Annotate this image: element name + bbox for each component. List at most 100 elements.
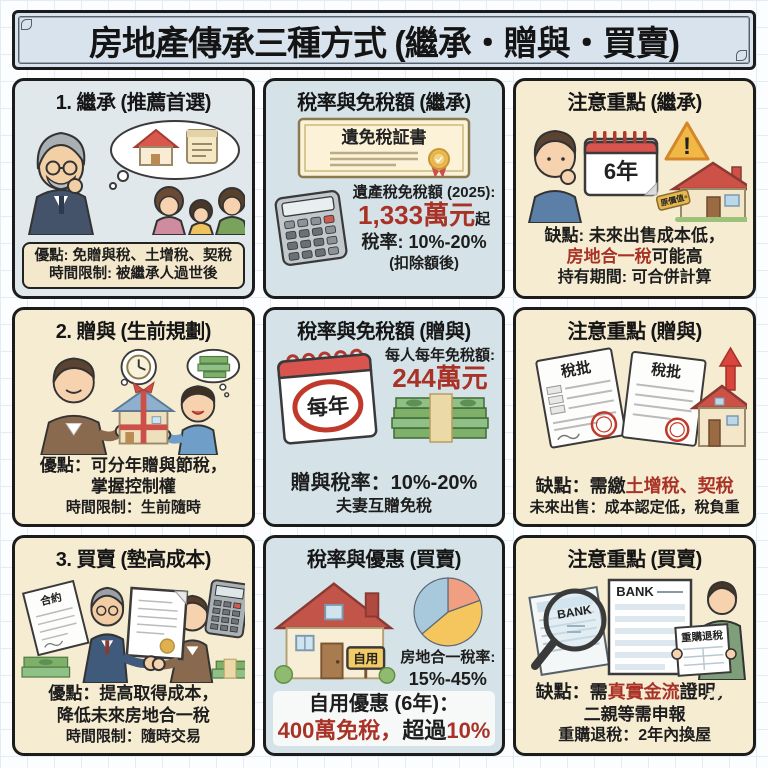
con-prefix: 缺點：需繳 bbox=[535, 476, 626, 497]
sale-rate-label: 房地合一稅率: bbox=[400, 649, 496, 667]
exemption-amount: 1,333萬元 bbox=[358, 200, 476, 231]
con-line-2: 房地合一稅可能高 bbox=[523, 246, 746, 268]
con-line-2-red: 房地合一稅 bbox=[566, 247, 652, 267]
card-title: 注意重點 (買賣) bbox=[567, 549, 702, 572]
caption-advantage-2: 掌握控制權 bbox=[90, 477, 176, 497]
card-title: 注意重點 (贈與) bbox=[567, 320, 702, 343]
exemption-amount-line: 1,333萬元起 bbox=[358, 202, 490, 230]
caption-box: 優點: 免贈與稅、土增稅、契稅 時間限制: 被繼承人過世後 bbox=[22, 241, 245, 289]
con-suffix: 證明， bbox=[679, 681, 734, 702]
calculator-icon bbox=[204, 579, 246, 639]
card-title: 注意重點 (繼承) bbox=[567, 92, 702, 114]
caption-advantage-1: 優點：提高取得成本， bbox=[48, 684, 219, 704]
tax-document-label: 稅批 bbox=[559, 358, 592, 381]
con-prefix: 缺點：需 bbox=[535, 681, 608, 702]
card-sale-notes: 注意重點 (買賣) BANK BANK bbox=[513, 535, 756, 756]
tax-certificate-illustration: 遺免稅証書 bbox=[297, 117, 471, 179]
card-title: 1. 繼承 (推薦首選) bbox=[55, 92, 212, 114]
tax-document-icon: 稅批 bbox=[535, 347, 627, 449]
tax-document-label-2: 稅批 bbox=[650, 360, 682, 382]
house-icon bbox=[132, 128, 181, 166]
deed-scroll-icon bbox=[186, 129, 219, 164]
self-use-sign-text: 自用 bbox=[353, 651, 378, 666]
family-figures bbox=[152, 186, 246, 235]
con-red: 土增稅、契稅 bbox=[625, 476, 734, 497]
report-line: 二親等需申報 bbox=[583, 704, 686, 724]
rebate-paper-icon: 重購退稅 bbox=[673, 623, 732, 678]
certificate-text: 遺免稅証書 bbox=[341, 127, 426, 147]
money-stack-icon bbox=[21, 656, 71, 678]
rebate-paper-text: 重購退稅 bbox=[680, 629, 723, 645]
gift-illustration bbox=[40, 348, 241, 455]
card-inheritance-tax: 稅率與免稅額 (繼承) 遺免稅証書 bbox=[262, 78, 506, 299]
card-sale: 3. 買賣 (墊高成本) 合約 bbox=[12, 535, 255, 756]
exemption-suffix: 起 bbox=[475, 211, 491, 229]
money-bubble-icon bbox=[186, 348, 241, 398]
page-title-bar: 房地產傳承三種方式 (繼承・贈與・買賣) bbox=[12, 10, 756, 70]
rebate-line: 重購退稅：2年內換屋 bbox=[558, 726, 712, 744]
card-grid: 1. 繼承 (推薦首選) bbox=[12, 78, 756, 756]
inheritance-illustration bbox=[28, 120, 246, 235]
card-title: 稅率與免稅額 (贈與) bbox=[297, 320, 471, 343]
caption-advantage: 優點: 免贈與稅、土增稅、契稅 bbox=[34, 247, 232, 264]
handshake-icon bbox=[121, 653, 181, 672]
con-line-1: 缺點: 未來出售成本低， bbox=[544, 225, 725, 245]
card-sale-tax: 稅率與優惠 (買賣) 自用 bbox=[262, 535, 506, 756]
con-line-2-rest: 可能高 bbox=[651, 247, 703, 267]
calculator-icon bbox=[274, 189, 348, 266]
future-sale-line: 未來出售：成本認定低，稅負重 bbox=[529, 499, 740, 517]
title-ornament-frame: 房地產傳承三種方式 (繼承・贈與・買賣) bbox=[18, 16, 750, 64]
svg-text:!: ! bbox=[683, 133, 691, 160]
gold-seal-icon bbox=[427, 148, 450, 178]
holding-line: 持有期間: 可合併計算 bbox=[557, 269, 712, 287]
bank-label: BANK bbox=[616, 584, 654, 599]
exemption-label: 每人每年免稅額: bbox=[384, 346, 495, 364]
clock-bubble-icon bbox=[120, 348, 158, 386]
annual-calendar-icon: 每年 bbox=[277, 348, 378, 445]
exemption-label: 遺產稅免稅額 (2025): bbox=[352, 184, 496, 201]
calendar-years-text: 6年 bbox=[604, 159, 638, 184]
card-title: 稅率與免稅額 (繼承) bbox=[297, 92, 471, 114]
child-figure bbox=[160, 384, 219, 455]
benefit-detail-line: 400萬免稅，超過10% bbox=[277, 717, 492, 745]
inheritance-notes-illustration: 6年 ! 原價值 bbox=[527, 121, 747, 223]
caption-time-limit: 時間限制: 被繼承人過世後 bbox=[49, 266, 218, 283]
con-line: 缺點：需繳土增稅、契稅 bbox=[523, 475, 746, 498]
man-with-rebate-paper: 重購退稅 bbox=[670, 581, 746, 681]
sale-rate-value: 15%-45% bbox=[408, 668, 487, 689]
card-gift-notes: 注意重點 (贈與) 稅批 稅批 bbox=[513, 306, 756, 528]
self-use-sign: 自用 bbox=[345, 646, 385, 679]
card-inheritance: 1. 繼承 (推薦首選) bbox=[12, 78, 255, 299]
certificate-icon: 遺免稅証書 bbox=[297, 117, 471, 179]
money-stack-icon bbox=[391, 393, 489, 443]
con-red: 真實金流 bbox=[607, 681, 680, 702]
con-line: 缺點：需真實金流證明， bbox=[523, 681, 746, 704]
card-title: 3. 買賣 (墊高成本) bbox=[55, 549, 212, 572]
benefit-mid: 超過 bbox=[402, 718, 447, 744]
magnifier-icon: BANK bbox=[530, 588, 607, 671]
money-stack-icon-2 bbox=[211, 659, 246, 679]
caption-advantage-2: 降低未來房地合一稅 bbox=[56, 706, 210, 726]
gift-house-icon bbox=[111, 380, 177, 445]
sale-notes-illustration: BANK BANK bbox=[528, 579, 746, 681]
benefit-line: 自用優惠 (6年)： bbox=[308, 692, 459, 715]
calendar-annual-text: 每年 bbox=[306, 393, 350, 421]
benefit-red-2: 10% bbox=[446, 718, 491, 744]
house-rising-price-icon bbox=[688, 346, 747, 447]
thinking-man-figure bbox=[527, 129, 582, 223]
exemption-amount: 244萬元 bbox=[392, 362, 488, 393]
caption-time-limit: 時間限制：隨時交易 bbox=[65, 727, 201, 745]
spouse-note: 夫妻互贈免稅 bbox=[335, 497, 432, 515]
elderly-man-figure bbox=[28, 131, 95, 235]
rate-line: 稅率: 10%-20% bbox=[361, 231, 487, 252]
page-title: 房地產傳承三種方式 (繼承・贈與・買賣) bbox=[88, 24, 680, 63]
card-title: 2. 贈與 (生前規劃) bbox=[55, 320, 212, 343]
deed-paper-icon bbox=[125, 587, 189, 661]
caption-advantage-1: 優點：可分年贈與節稅， bbox=[39, 455, 227, 475]
card-gift: 2. 贈與 (生前規劃) bbox=[12, 306, 255, 528]
seller-figure bbox=[82, 587, 129, 684]
sale-illustration: 合約 bbox=[21, 579, 246, 684]
self-use-house-icon: 自用 bbox=[273, 582, 396, 685]
tax-document-icon-2: 稅批 bbox=[620, 350, 707, 447]
